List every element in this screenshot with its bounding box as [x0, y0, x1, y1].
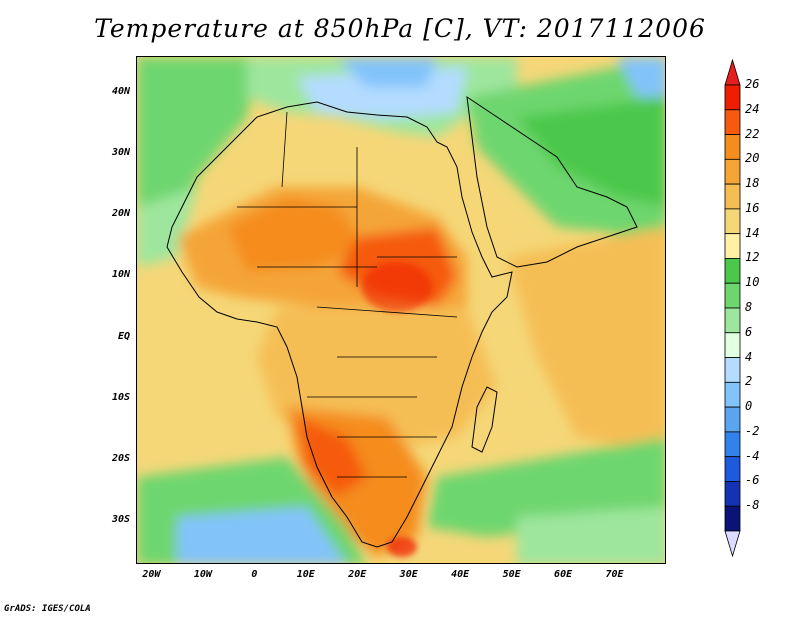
lat-tick-label: 30S	[111, 514, 130, 526]
lon-tick-label: 20W	[142, 569, 161, 580]
field-arabian-sea	[507, 227, 665, 457]
colorbar-label: 14	[745, 225, 760, 240]
colorbar-swatch	[724, 183, 741, 210]
colorbar-swatch	[724, 258, 741, 284]
field-med-deep	[337, 57, 437, 87]
colorbar-bottom-arrow	[724, 530, 741, 558]
colorbar-swatch	[724, 134, 741, 160]
field-hotspot-sudan	[362, 262, 432, 312]
colorbar-label: 26	[745, 77, 760, 91]
colorbar-swatch	[724, 208, 741, 235]
lon-tick-label: 30E	[399, 569, 418, 580]
lat-tick-label: 40N	[111, 85, 130, 97]
arabia-coastline	[466, 95, 638, 268]
colorbar-label: 2	[745, 374, 753, 389]
colorbar-label: -8	[745, 498, 760, 513]
lon-tick-label: 40E	[451, 569, 470, 580]
software-credit: GrADS: IGES/COLA	[4, 604, 91, 614]
field-cape-cold	[177, 507, 346, 563]
field-sahel-hot-west	[227, 197, 367, 272]
colorbar-swatch	[724, 406, 741, 433]
map-panel	[136, 56, 666, 564]
field-hotspot-south-africa	[387, 537, 417, 557]
colorbar-label: 6	[745, 324, 753, 339]
lat-tick-label: 30N	[111, 146, 130, 158]
colorbar-swatch	[724, 332, 741, 358]
africa-coastline	[166, 101, 513, 548]
lon-tick-label: 50E	[502, 569, 521, 580]
lon-tick-label: 0	[251, 569, 258, 580]
field-south-indian-pale	[517, 507, 665, 563]
temperature-map	[137, 57, 665, 563]
colorbar-swatch	[724, 84, 741, 111]
madagascar-coastline	[471, 386, 498, 453]
colorbar-label: 24	[745, 101, 760, 116]
colorbar-swatch	[724, 233, 741, 259]
colorbar-swatch	[724, 109, 741, 135]
colorbar-top-arrow	[724, 58, 741, 86]
lat-tick-label: EQ	[117, 330, 130, 342]
coastlines	[166, 95, 638, 548]
colorbar-label: 20	[745, 151, 760, 166]
colorbar-label: 8	[745, 300, 753, 314]
lat-tick-label: 20N	[111, 208, 130, 220]
colorbar-swatch	[724, 357, 741, 383]
colorbar-swatch	[724, 505, 741, 532]
colorbar-swatch	[724, 481, 741, 507]
lon-tick-label: 20E	[348, 569, 367, 580]
lat-tick-label: 20S	[111, 452, 130, 464]
lat-tick-label: 10N	[111, 269, 130, 281]
colorbar-swatch	[724, 307, 741, 334]
colorbar-label: -2	[745, 423, 760, 438]
lon-tick-label: 10W	[193, 569, 212, 580]
colorbar-swatch	[724, 381, 741, 408]
colorbar-label: 10	[745, 275, 760, 290]
colorbar-swatch	[724, 431, 741, 458]
colorbar-label: 16	[745, 200, 760, 215]
colorbar-label: 22	[745, 126, 760, 141]
colorbar-label: -4	[745, 448, 760, 463]
map-title: Temperature at 850hPa [C], VT: 201711200…	[94, 14, 706, 43]
field-ne-cold	[617, 57, 665, 97]
colorbar-label: -6	[745, 473, 760, 488]
colorbar-swatch	[724, 158, 741, 185]
lat-tick-label: 10S	[111, 391, 130, 403]
colorbar-label: 0	[745, 399, 753, 414]
colorbar-label: 12	[745, 250, 760, 265]
colorbar-swatch	[724, 456, 741, 482]
country-borders	[237, 111, 458, 478]
colorbar-label: 4	[745, 349, 753, 364]
lon-tick-label: 10E	[296, 569, 315, 580]
colorbar-label: 18	[745, 176, 760, 191]
field-iran-green	[517, 97, 665, 207]
colorbar-swatch	[724, 282, 741, 309]
lon-tick-label: 70E	[605, 569, 624, 580]
lon-tick-label: 60E	[554, 569, 573, 580]
